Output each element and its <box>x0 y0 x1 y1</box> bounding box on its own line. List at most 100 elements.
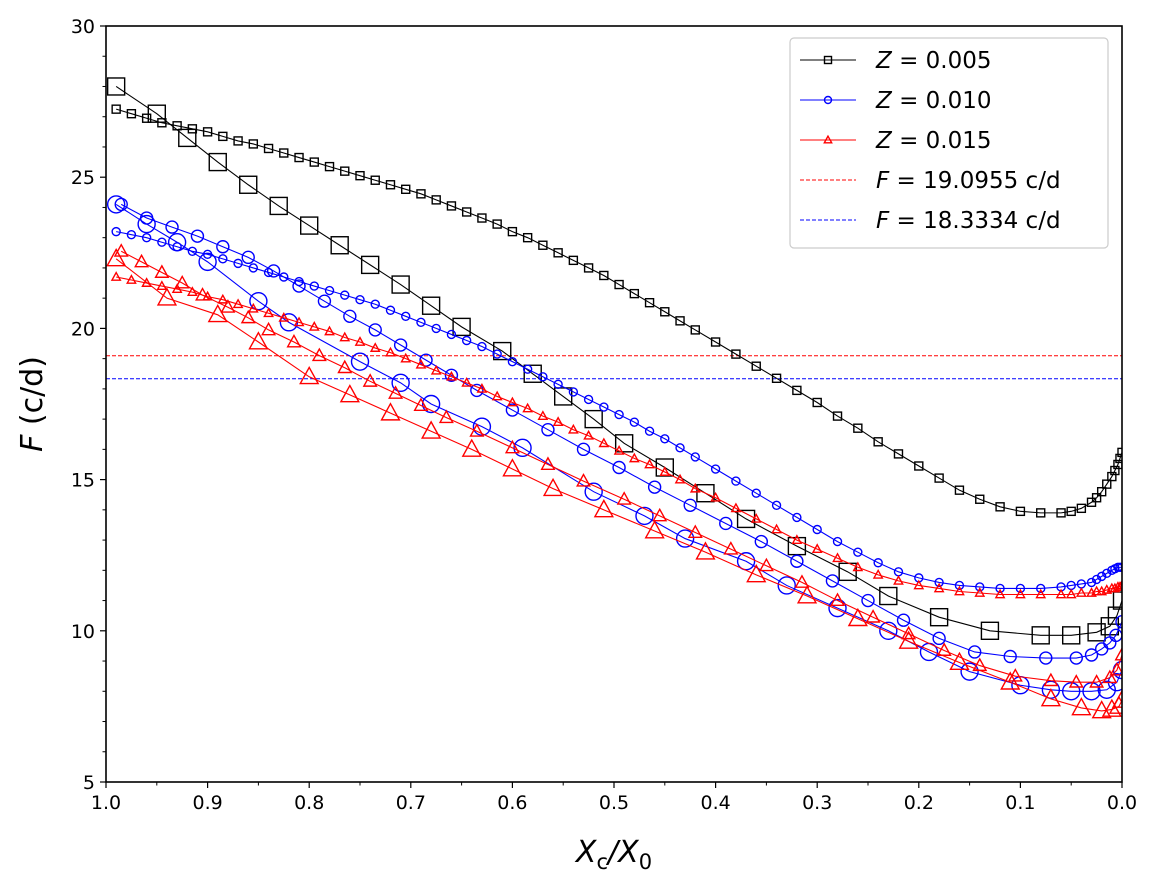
data-point <box>825 574 840 588</box>
data-point <box>308 321 320 331</box>
data-point <box>893 449 904 459</box>
data-point <box>469 423 485 437</box>
data-point <box>1061 626 1081 645</box>
x-label-sub1: c <box>596 850 608 874</box>
data-point <box>492 349 502 359</box>
data-point <box>628 452 640 463</box>
data-point <box>832 536 843 547</box>
x-label-slash: /X <box>605 835 640 870</box>
data-point <box>261 321 277 336</box>
data-point <box>898 630 919 649</box>
data-point <box>113 243 129 257</box>
data-point <box>391 275 410 294</box>
data-point <box>207 303 228 323</box>
data-point <box>137 214 156 234</box>
data-point <box>513 438 532 458</box>
x-label-sub2: 0 <box>639 850 652 874</box>
data-point <box>710 464 721 474</box>
data-point <box>635 506 654 526</box>
data-point <box>995 502 1005 512</box>
data-point <box>812 524 822 535</box>
data-point <box>240 309 256 324</box>
legend-label: Z = 0.005 <box>875 48 992 74</box>
data-point <box>1117 447 1122 458</box>
x-tick-label: 0.3 <box>802 792 832 814</box>
data-point <box>967 645 982 659</box>
data-point <box>299 365 320 385</box>
data-point <box>614 409 624 420</box>
data-point <box>599 402 609 412</box>
data-point <box>421 420 442 439</box>
data-point <box>1036 508 1046 518</box>
data-point <box>823 134 833 144</box>
data-point <box>675 529 695 548</box>
data-point <box>106 248 127 267</box>
data-point <box>865 609 881 623</box>
data-point <box>972 657 988 672</box>
data-point <box>872 569 884 579</box>
data-point <box>446 329 457 340</box>
data-point <box>248 331 269 350</box>
data-point <box>934 473 944 483</box>
data-point <box>401 184 411 194</box>
data-point <box>1007 668 1023 682</box>
data-point <box>522 364 533 374</box>
data-point <box>491 390 503 401</box>
data-point <box>696 484 715 503</box>
data-point <box>853 423 863 433</box>
data-point <box>719 516 733 531</box>
data-point <box>790 554 804 568</box>
data-point <box>217 293 229 304</box>
data-point <box>674 473 686 484</box>
data-point <box>156 280 168 290</box>
data-point <box>269 196 288 216</box>
x-tick-label: 0.0 <box>1107 792 1137 814</box>
data-point <box>1102 479 1112 489</box>
legend-entry: Z = 0.005 <box>800 48 992 74</box>
data-point <box>263 143 274 154</box>
data-point <box>629 288 640 299</box>
data-point <box>1091 585 1102 596</box>
x-tick-label: 0.2 <box>904 792 934 814</box>
data-point <box>208 152 227 172</box>
data-point <box>461 335 472 346</box>
data-point <box>413 397 429 412</box>
data-point <box>416 189 426 199</box>
data-point <box>568 255 579 266</box>
data-point <box>583 263 594 273</box>
data-point <box>675 316 685 326</box>
data-point <box>1116 579 1122 590</box>
data-point <box>687 524 703 539</box>
data-point <box>861 593 875 608</box>
data-point <box>186 286 198 297</box>
data-point <box>476 383 488 393</box>
data-point <box>1111 689 1122 708</box>
data-point <box>233 136 243 146</box>
data-point <box>695 541 716 560</box>
series-line <box>120 250 1122 683</box>
data-point <box>1040 688 1061 707</box>
data-point <box>324 161 335 172</box>
legend-entry: F = 18.3334 c/d <box>800 208 1061 234</box>
data-point <box>505 403 520 417</box>
data-point <box>507 396 518 407</box>
data-point <box>1114 581 1122 591</box>
data-point <box>1097 680 1116 699</box>
data-point <box>354 336 366 346</box>
data-point <box>538 240 548 250</box>
data-point <box>879 621 898 640</box>
data-point <box>1086 577 1097 588</box>
data-point <box>791 534 803 544</box>
data-point <box>599 270 609 281</box>
y-tick-label: 5 <box>83 772 95 794</box>
data-point <box>598 437 610 448</box>
data-point <box>1096 486 1107 497</box>
data-point <box>823 55 833 65</box>
data-point <box>690 325 700 335</box>
data-point <box>110 271 122 281</box>
data-point <box>1015 506 1026 517</box>
data-point <box>279 148 289 158</box>
data-point <box>852 561 864 572</box>
data-point <box>415 358 427 369</box>
data-point <box>751 488 761 498</box>
